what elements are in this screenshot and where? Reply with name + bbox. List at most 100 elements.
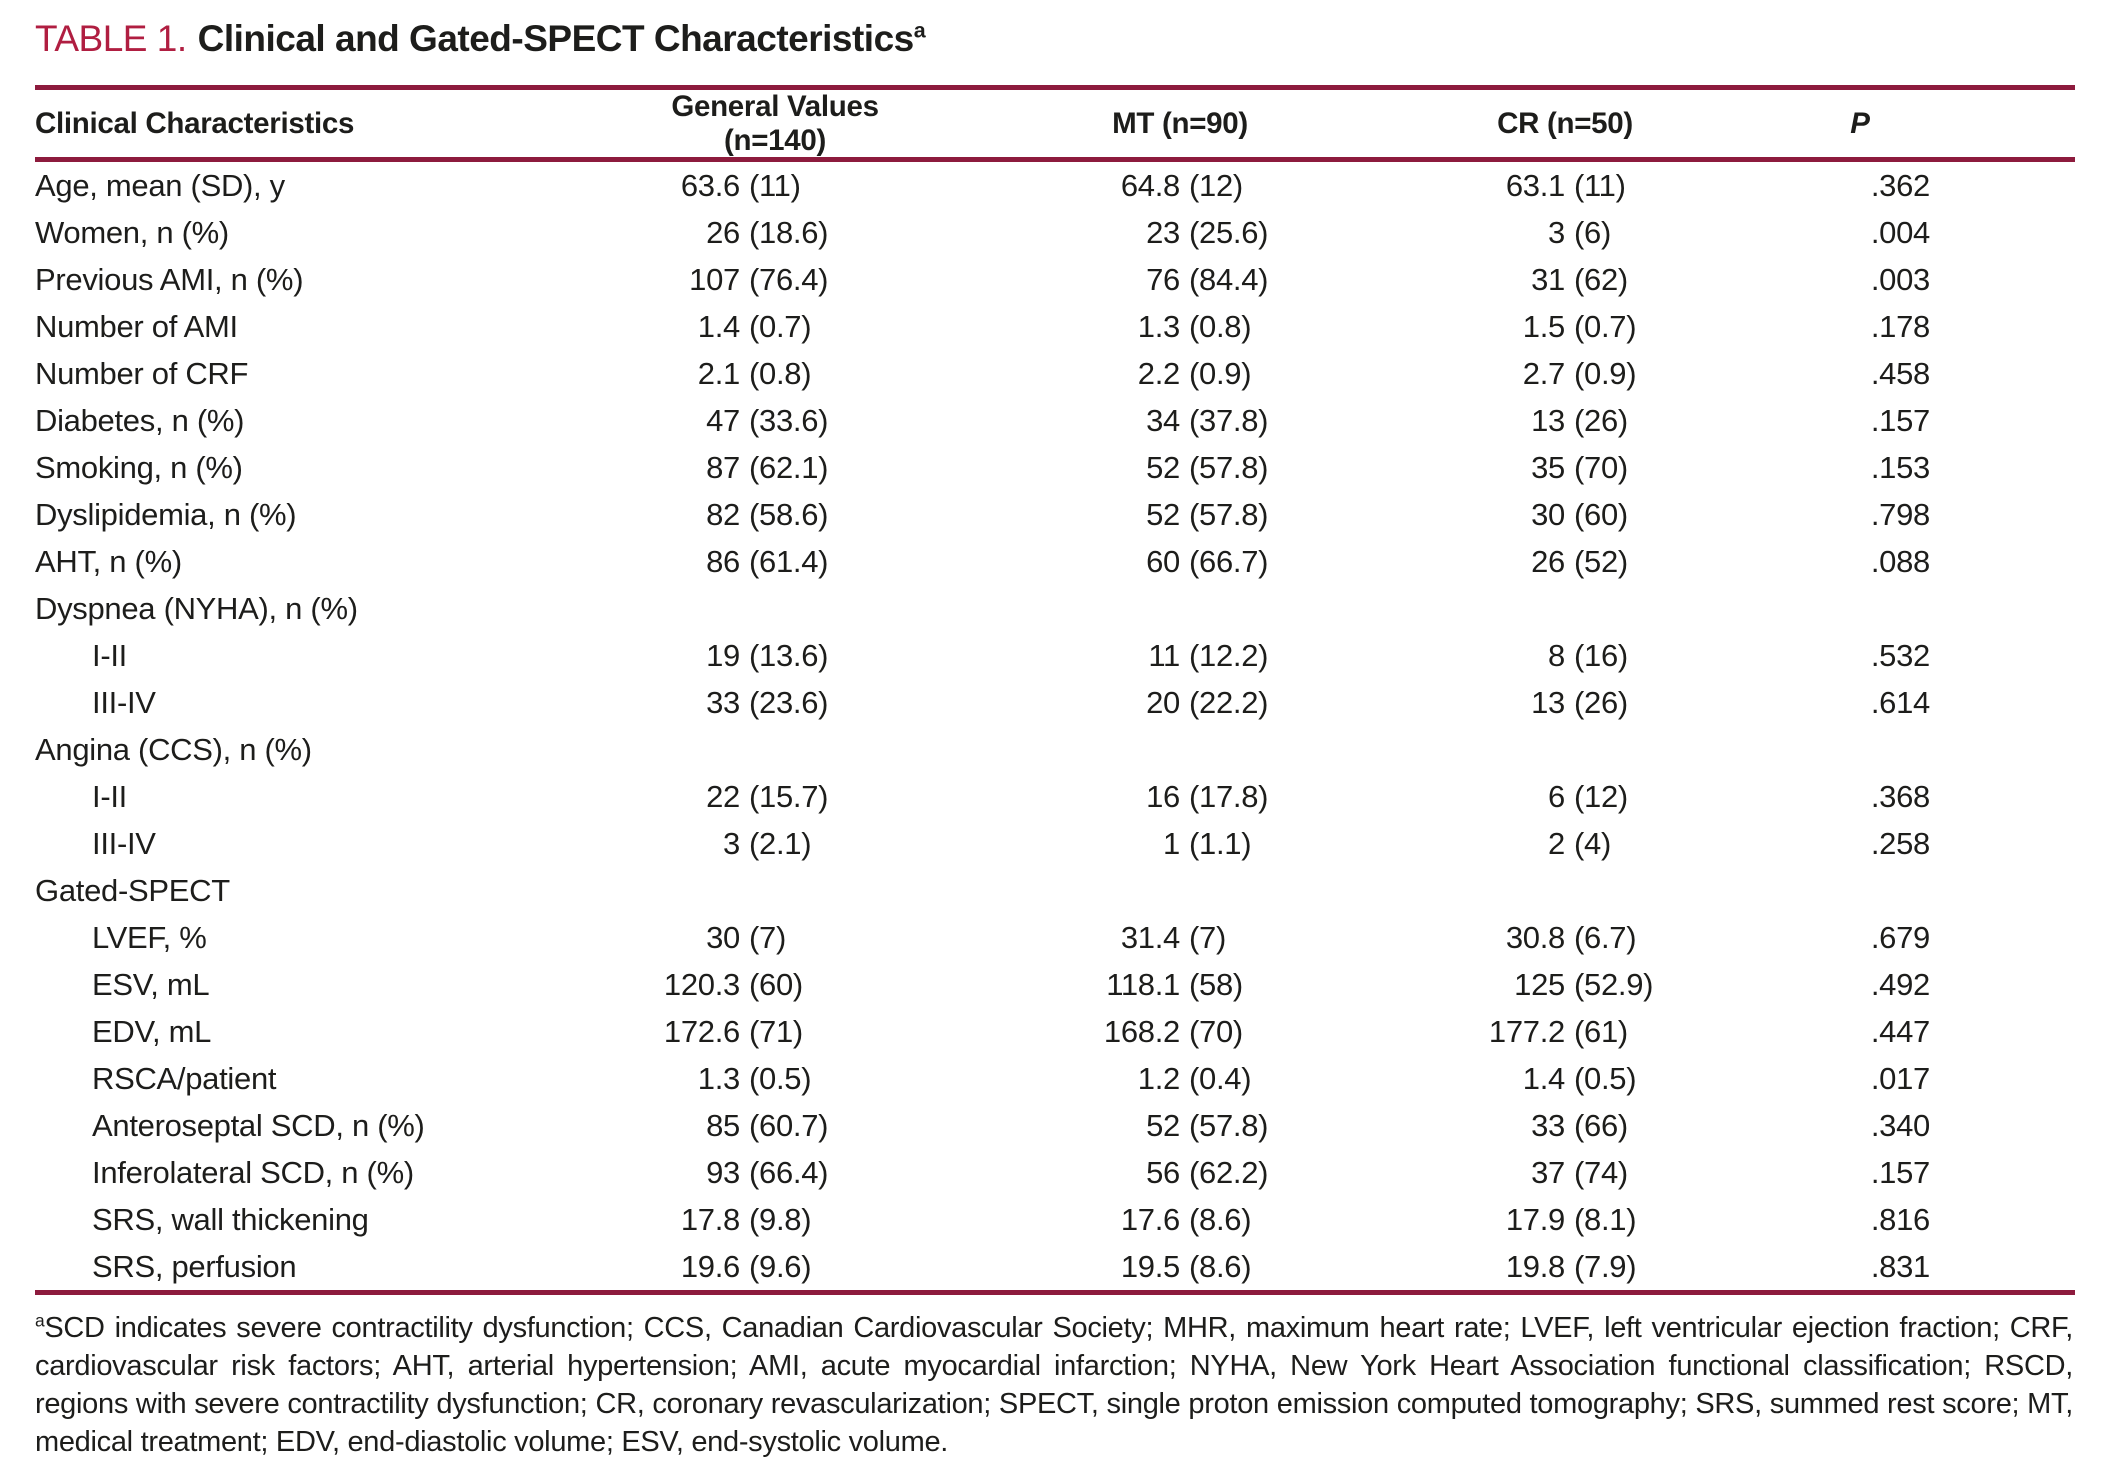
value-cr: 6 (12): [1548, 778, 1628, 814]
value-general: 93 (66.4): [706, 1154, 829, 1190]
bottom-rule: [35, 1290, 2075, 1295]
value-mt: 19.5 (8.6): [1120, 1248, 1252, 1284]
row-label: I-II: [92, 778, 127, 814]
value-p: .004: [1870, 214, 1930, 250]
row-label: SRS, perfusion: [92, 1248, 297, 1284]
value-general: 87 (62.1): [706, 449, 829, 485]
table-row: Gated-SPECT: [35, 867, 2075, 914]
value-p: .157: [1870, 402, 1930, 438]
value-p: .017: [1870, 1060, 1930, 1096]
table-row: LVEF, % 30 (7) 31.4 (7) 30.8 (6.7) .679: [35, 914, 2075, 961]
table-number: TABLE 1.: [35, 18, 187, 59]
table-row: Diabetes, n (%) 47 (33.6) 34 (37.8) 13 (26) .15…: [35, 397, 2075, 444]
value-p: .368: [1870, 778, 1930, 814]
table-row: I-II 22 (15.7) 16 (17.8) 6 (12) .368: [35, 773, 2075, 820]
value-p: .258: [1870, 825, 1930, 861]
value-p: .679: [1870, 919, 1930, 955]
value-general: 33 (23.6): [706, 684, 829, 720]
value-mt: 52 (57.8): [1146, 496, 1269, 532]
value-p: .447: [1870, 1013, 1930, 1049]
table-row: Previous AMI, n (%) 107 (76.4) 76 (84.4) 31 (6…: [35, 256, 2075, 303]
table-row: Dyspnea (NYHA), n (%): [35, 585, 2075, 632]
value-general: 19 (13.6): [706, 637, 829, 673]
table-row: SRS, perfusion 19.6 (9.6) 19.5 (8.6) 19.8 (7.9…: [35, 1243, 2075, 1290]
value-general: 85 (60.7): [706, 1107, 829, 1143]
table-row: Women, n (%) 26 (18.6) 23 (25.6) 3 (6) .004: [35, 209, 2075, 256]
table-row: Angina (CCS), n (%): [35, 726, 2075, 773]
row-label: Dyspnea (NYHA), n (%): [35, 590, 358, 626]
value-cr: 26 (52): [1531, 543, 1628, 579]
value-general: 107 (76.4): [689, 261, 829, 297]
value-cr: 13 (26): [1531, 684, 1628, 720]
value-mt: 2.2 (0.9): [1137, 355, 1252, 391]
row-label: III-IV: [92, 684, 156, 720]
value-mt: 56 (62.2): [1146, 1154, 1269, 1190]
table-body: Age, mean (SD), y 63.6 (11) 64.8 (12) 63.1 (11…: [35, 162, 2075, 1290]
row-label: Inferolateral SCD, n (%): [92, 1154, 414, 1190]
value-cr: 19.8 (7.9): [1505, 1248, 1637, 1284]
value-cr: 3 (6): [1548, 214, 1611, 250]
value-mt: 52 (57.8): [1146, 449, 1269, 485]
table-row: Smoking, n (%) 87 (62.1) 52 (57.8) 35 (70) .153: [35, 444, 2075, 491]
value-general: 19.6 (9.6): [680, 1248, 812, 1284]
table-row: AHT, n (%) 86 (61.4) 60 (66.7) 26 (52) .088: [35, 538, 2075, 585]
value-mt: 76 (84.4): [1146, 261, 1269, 297]
table-row: Number of AMI 1.4 (0.7) 1.3 (0.8) 1.5 (0.7) .17…: [35, 303, 2075, 350]
table-header-row: Clinical Characteristics General Values …: [35, 90, 2075, 157]
table-row: Inferolateral SCD, n (%) 93 (66.4) 56 (62.2)…: [35, 1149, 2075, 1196]
table-title: Clinical and Gated-SPECT Characteristics: [197, 18, 915, 59]
value-general: 120.3 (60): [663, 966, 803, 1002]
value-mt: 1.3 (0.8): [1137, 308, 1252, 344]
value-cr: 31 (62): [1531, 261, 1628, 297]
row-label: Number of AMI: [35, 308, 238, 344]
value-mt: 17.6 (8.6): [1120, 1201, 1252, 1237]
value-cr: 125 (52.9): [1514, 966, 1654, 1002]
table-row: RSCA/patient 1.3 (0.5) 1.2 (0.4) 1.4 (0.5) .017: [35, 1055, 2075, 1102]
row-label: RSCA/patient: [92, 1060, 277, 1096]
value-p: .178: [1870, 308, 1930, 344]
value-general: 1.4 (0.7): [697, 308, 812, 344]
table-row: III-IV 3 (2.1) 1 (1.1) 2 (4) .258: [35, 820, 2075, 867]
value-general: 47 (33.6): [706, 402, 829, 438]
value-general: 172.6 (71): [663, 1013, 803, 1049]
table-footnote: aSCD indicates severe contractility dysf…: [35, 1309, 2073, 1461]
value-mt: 11 (12.2): [1148, 637, 1269, 673]
value-p: .798: [1870, 496, 1930, 532]
row-label: Age, mean (SD), y: [35, 167, 285, 203]
table-caption: TABLE 1. Clinical and Gated-SPECT Charact…: [35, 16, 2075, 62]
value-general: 3 (2.1): [723, 825, 812, 861]
row-label: Gated-SPECT: [35, 872, 230, 908]
row-label: Women, n (%): [35, 214, 229, 250]
column-header-general-values: General Values (n=140): [671, 90, 879, 157]
value-mt: 16 (17.8): [1146, 778, 1269, 814]
row-label: AHT, n (%): [35, 543, 182, 579]
value-cr: 8 (16): [1548, 637, 1628, 673]
value-cr: 1.4 (0.5): [1522, 1060, 1637, 1096]
column-header-mt: MT (n=90): [1112, 107, 1248, 140]
value-cr: 2 (4): [1548, 825, 1611, 861]
value-general: 22 (15.7): [706, 778, 829, 814]
value-general: 30 (7): [706, 919, 786, 955]
row-label: Angina (CCS), n (%): [35, 731, 312, 767]
row-label: Diabetes, n (%): [35, 402, 245, 438]
value-p: .153: [1870, 449, 1930, 485]
row-label: Dyslipidemia, n (%): [35, 496, 297, 532]
table-row: Number of CRF 2.1 (0.8) 2.2 (0.9) 2.7 (0.9) .45…: [35, 350, 2075, 397]
value-cr: 35 (70): [1531, 449, 1628, 485]
value-cr: 33 (66): [1531, 1107, 1628, 1143]
value-p: .458: [1870, 355, 1930, 391]
value-mt: 20 (22.2): [1146, 684, 1269, 720]
table-row: EDV, mL 172.6 (71) 168.2 (70) 177.2 (61) .447: [35, 1008, 2075, 1055]
value-cr: 177.2 (61): [1488, 1013, 1628, 1049]
value-mt: 60 (66.7): [1146, 543, 1269, 579]
value-general: 1.3 (0.5): [697, 1060, 812, 1096]
column-header-cr: CR (n=50): [1497, 107, 1633, 140]
value-cr: 2.7 (0.9): [1522, 355, 1637, 391]
value-mt: 64.8 (12): [1120, 167, 1243, 203]
row-label: III-IV: [92, 825, 156, 861]
value-general: 86 (61.4): [706, 543, 829, 579]
value-general: 82 (58.6): [706, 496, 829, 532]
value-cr: 37 (74): [1531, 1154, 1628, 1190]
table-title-footnote-marker: a: [913, 18, 926, 43]
